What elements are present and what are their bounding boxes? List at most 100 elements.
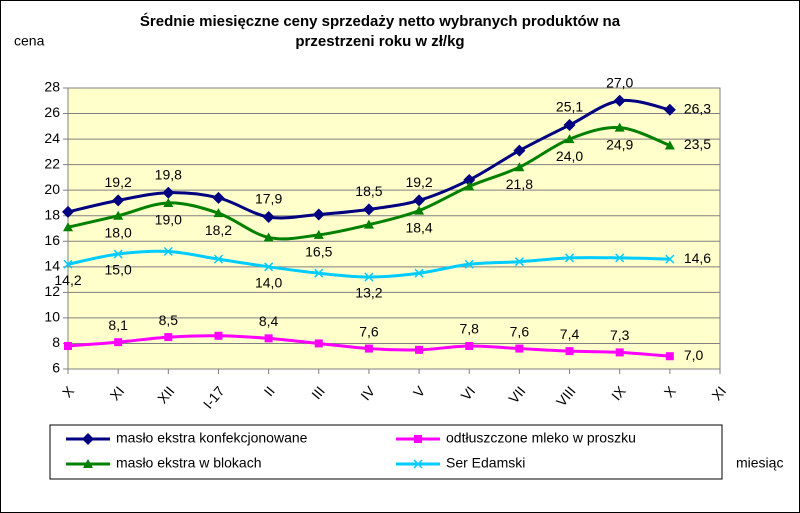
data-point	[665, 352, 674, 361]
data-point	[113, 249, 123, 259]
data-label: 8,4	[259, 313, 279, 329]
data-point	[162, 186, 175, 199]
data-label: 14,0	[255, 275, 282, 291]
data-point	[664, 140, 675, 150]
data-label: 19,0	[155, 212, 182, 228]
data-point	[113, 210, 124, 220]
data-point	[263, 232, 274, 242]
legend-label: Ser Edamski	[446, 455, 525, 471]
data-label: 19,2	[405, 174, 432, 190]
data-point	[465, 342, 474, 351]
data-point	[313, 229, 324, 239]
data-point	[414, 205, 425, 215]
y-axis-label: cena	[14, 33, 45, 49]
data-point	[264, 262, 274, 272]
data-label: 15,0	[105, 262, 132, 278]
data-point	[362, 203, 375, 216]
data-label: 25,1	[556, 99, 583, 115]
data-label: 7,4	[560, 326, 580, 342]
data-point	[464, 181, 475, 191]
data-label: 14,6	[684, 250, 711, 266]
data-point	[83, 459, 93, 468]
x-axis-label: miesiąc	[736, 455, 783, 471]
y-tick-label: 18	[44, 206, 60, 222]
data-point	[663, 103, 676, 116]
data-point	[63, 222, 73, 232]
data-label: 19,8	[155, 166, 182, 182]
data-point	[665, 254, 675, 264]
y-tick-label: 10	[44, 309, 60, 325]
data-label: 24,0	[556, 148, 583, 164]
data-label: 8,1	[108, 317, 128, 333]
y-tick-label: 8	[52, 334, 60, 350]
data-point	[82, 433, 94, 445]
data-label: 7,8	[459, 321, 479, 337]
data-label: 27,0	[606, 74, 633, 90]
data-point	[163, 197, 174, 207]
y-tick-label: 6	[52, 360, 60, 376]
data-point	[363, 219, 374, 229]
y-tick-label: 26	[44, 104, 60, 120]
data-label: 7,0	[684, 347, 704, 363]
data-point	[213, 254, 223, 264]
data-label: 7,6	[359, 323, 379, 339]
data-point	[364, 272, 374, 282]
legend-label: masło ekstra w blokach	[116, 455, 262, 471]
data-point	[163, 246, 173, 257]
legend	[49, 424, 723, 480]
data-label: 26,3	[684, 100, 711, 116]
y-tick-label: 28	[44, 79, 60, 95]
data-point	[614, 122, 625, 132]
data-point	[262, 211, 275, 224]
data-point	[214, 331, 223, 340]
data-point	[312, 208, 325, 221]
data-label: 18,4	[405, 219, 432, 235]
data-point	[314, 339, 323, 348]
data-point	[514, 162, 525, 172]
data-point	[314, 268, 324, 278]
data-point	[564, 134, 575, 144]
data-point	[513, 144, 526, 157]
data-point	[413, 194, 426, 207]
data-label: 7,6	[510, 323, 530, 339]
plot-area	[67, 87, 721, 370]
data-point	[164, 333, 173, 342]
data-point	[563, 119, 576, 132]
data-point	[415, 345, 424, 354]
y-tick-label: 14	[44, 258, 60, 274]
data-point	[464, 259, 474, 269]
data-point	[62, 205, 74, 218]
data-point	[613, 94, 626, 107]
y-tick-label: 22	[44, 155, 60, 171]
data-label: 14,2	[54, 272, 81, 288]
data-point	[463, 173, 476, 186]
data-label: 7,3	[610, 327, 630, 343]
data-point	[414, 268, 424, 278]
data-point	[514, 257, 524, 267]
y-tick-label: 20	[44, 181, 60, 197]
data-point	[413, 459, 423, 469]
data-label: 18,5	[355, 183, 382, 199]
chart-title: Średnie miesięczne ceny sprzedaży netto …	[140, 12, 621, 30]
y-tick-label: 16	[44, 232, 60, 248]
data-point	[264, 334, 273, 343]
data-label: 23,5	[684, 136, 711, 152]
data-point	[212, 191, 225, 204]
legend-label: odtłuszczone mleko w proszku	[446, 430, 636, 446]
data-point	[414, 435, 422, 443]
data-point	[515, 344, 524, 353]
data-point	[615, 253, 625, 263]
y-tick-label: 24	[44, 130, 60, 146]
data-point	[64, 342, 72, 351]
data-label: 19,2	[105, 174, 132, 190]
data-point	[565, 347, 574, 356]
data-label: 21,8	[506, 176, 533, 192]
data-label: 24,9	[606, 136, 633, 152]
y-tick-label: 12	[44, 283, 60, 299]
chart-title: przestrzeni roku w zł/kg	[295, 33, 464, 50]
data-point	[213, 208, 224, 218]
data-label: 13,2	[355, 285, 382, 301]
data-label: 16,5	[305, 244, 332, 260]
data-point	[112, 194, 125, 207]
